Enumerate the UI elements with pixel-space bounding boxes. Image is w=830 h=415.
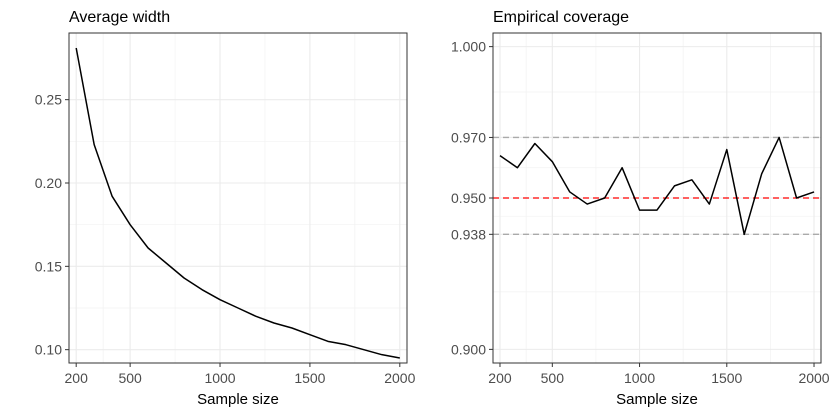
average-width-series (75, 47, 400, 359)
empirical-coverage-y-ticks: 0.900 0.938 0.950 0.970 1.000 (451, 39, 493, 357)
empirical-coverage-x-tick-label: 1500 (711, 370, 742, 386)
empirical-coverage-y-tick-label: 1.000 (451, 39, 486, 55)
average-width-y-tick-label: 0.10 (35, 342, 62, 358)
empirical-coverage-x-axis-title: Sample size (616, 391, 698, 408)
average-width-y-tick-label: 0.25 (35, 92, 62, 108)
empirical-coverage-x-ticks: 200 500 1000 1500 2000 (488, 363, 830, 386)
average-width-title: Average width (69, 9, 170, 26)
average-width-grid (69, 33, 407, 363)
average-width-x-ticks: 200 500 1000 1500 2000 (65, 363, 416, 386)
average-width-panel: Average width 200 500 1000 1500 2000 0.100.1… (35, 9, 416, 408)
empirical-coverage-series (499, 136, 815, 236)
empirical-coverage-x-tick-label: 500 (541, 370, 565, 386)
average-width-x-axis-title: Sample size (197, 391, 279, 408)
average-width-x-tick-label: 1500 (294, 370, 325, 386)
empirical-coverage-series-line (499, 136, 815, 236)
empirical-coverage-y-tick-label: 0.950 (451, 190, 486, 206)
average-width-y-tick-label: 0.15 (35, 258, 62, 274)
average-width-x-tick-label: 1000 (204, 370, 235, 386)
average-width-x-tick-label: 2000 (384, 370, 415, 386)
empirical-coverage-y-tick-label: 0.900 (451, 341, 486, 357)
empirical-coverage-reference-lines (493, 136, 821, 235)
empirical-coverage-x-tick-label: 200 (488, 370, 512, 386)
average-width-y-ticks: 0.10 0.15 0.20 0.25 (35, 92, 69, 358)
average-width-panel-border (68, 32, 408, 364)
empirical-coverage-y-tick-label: 0.970 (451, 129, 486, 145)
empirical-coverage-title: Empirical coverage (493, 9, 629, 26)
empirical-coverage-y-tick-label: 0.938 (451, 226, 486, 242)
empirical-coverage-panel: Empirical coverage 200 500 1000 1500 2000 0.… (451, 9, 830, 408)
average-width-x-tick-label: 500 (118, 370, 142, 386)
average-width-y-tick-label: 0.20 (35, 175, 62, 191)
average-width-x-tick-label: 200 (65, 370, 89, 386)
empirical-coverage-x-tick-label: 1000 (624, 370, 655, 386)
average-width-series-line (75, 47, 400, 359)
empirical-coverage-x-tick-label: 2000 (798, 370, 829, 386)
